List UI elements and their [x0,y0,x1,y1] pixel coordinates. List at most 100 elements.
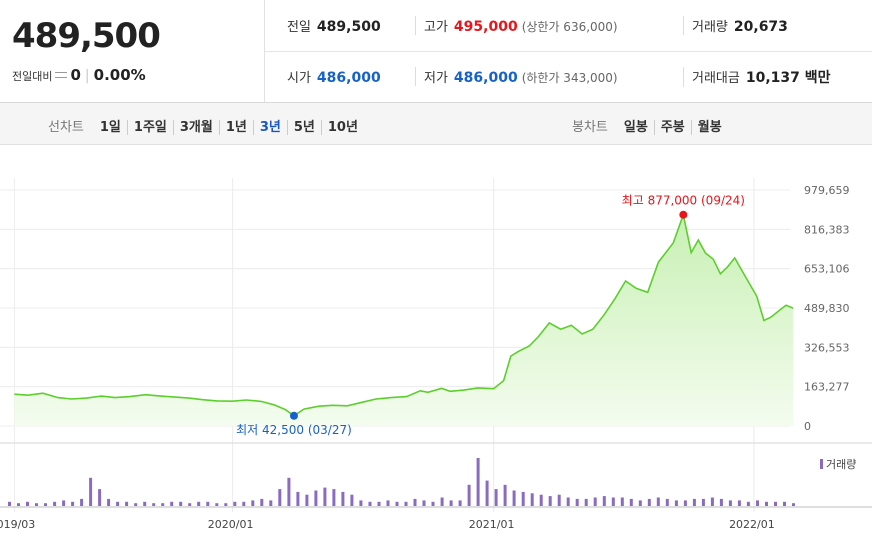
volume-bar [116,501,120,506]
range-tab-0[interactable]: 1일 [99,120,121,135]
volume-bar [107,498,111,506]
y-tick-label: 489,830 [804,302,850,315]
volume-bar [53,501,57,506]
volume-bar [314,490,318,506]
volume-legend-swatch [820,459,823,469]
volume-bar [566,497,570,506]
price-line [14,211,794,417]
x-tick-label: 2020/01 [208,518,254,531]
volume-bar [440,497,444,506]
volume-bar [485,480,489,506]
volume-bar [746,501,750,506]
line-chart-ranges: 선차트 1일 1주일 3개월 1년 3년 5년 10년 [48,116,364,135]
chart-toolbar: 선차트 1일 1주일 3개월 1년 3년 5년 10년 봉차트 일봉 주봉 월봉 [0,103,872,145]
candle-tab-2[interactable]: 월봉 [690,120,728,135]
line-chart-title: 선차트 [48,120,84,135]
trade-amount: 거래대금 10,137 백만 [683,67,831,87]
volume-bar [98,489,102,506]
change-value: 0 [70,66,81,84]
volume-bar [332,489,336,506]
volume-bar [242,501,246,506]
volume-bar [431,501,435,506]
candle-chart-types: 봉차트 일봉 주봉 월봉 [572,116,728,135]
volume-bar [683,500,687,506]
volume-bar [377,501,381,506]
volume-bar [188,503,192,506]
x-tick-label: 2021/01 [469,518,515,531]
volume-bar [305,494,309,506]
volume-bar [503,484,507,506]
volume-bar [792,503,795,506]
current-price-box: 489,500 전일대비 0 | 0.00% [0,0,265,102]
range-tab-2[interactable]: 3개월 [172,120,219,135]
volume-bar [62,500,66,506]
range-tab-5[interactable]: 5년 [286,120,321,135]
volume-bar [323,487,327,506]
price-area [14,214,794,426]
volume-bar [17,503,20,506]
volume: 거래량 20,673 [683,16,788,35]
change-percent: 0.00% [93,66,146,84]
y-tick-label: 816,383 [804,223,850,236]
current-price: 489,500 [12,16,161,56]
volume-bar [386,500,390,506]
range-tab-6[interactable]: 10년 [320,120,364,135]
volume-bar [233,501,237,506]
range-tab-3[interactable]: 1년 [218,120,253,135]
candle-tab-0[interactable]: 일봉 [623,120,648,135]
volume-bar [593,497,597,506]
volume-bar [629,498,633,506]
volume-bar [575,498,579,506]
max-point-label: 최고 877,000 (09/24) [622,194,745,208]
volume-bar [521,491,525,506]
x-tick-label: 2022/01 [729,518,775,531]
volume-bar [783,501,786,506]
volume-bar [422,500,426,506]
divider: | [84,68,90,84]
y-tick-label: 979,659 [804,184,850,197]
day-low: 저가 486,000 (하한가 343,000) [415,67,618,86]
volume-bar [719,498,723,506]
volume-bar [728,500,732,506]
volume-bar [674,500,678,506]
volume-bar [774,501,777,506]
volume-bar [161,503,165,506]
volume-bar [152,503,156,506]
volume-bar [701,498,705,506]
range-tab-1[interactable]: 1주일 [126,120,173,135]
volume-bar [602,496,606,506]
volume-bar [449,500,453,506]
volume-bar [278,489,282,506]
volume-bar [395,501,399,506]
min-point-dot [289,411,298,420]
quote-row-bottom: 시가 486,000 저가 486,000 (하한가 343,000) 거래대금 10,… [265,51,872,102]
volume-bar [260,498,264,506]
volume-bar [539,494,543,506]
volume-bar [170,501,174,506]
candle-tab-1[interactable]: 주봉 [653,120,691,135]
volume-bar [765,501,768,506]
volume-bar [620,497,624,506]
volume-bar [548,496,552,506]
range-tab-4[interactable]: 3년 [252,120,287,135]
quote-panel: 489,500 전일대비 0 | 0.00% 전일 489,500 고가 495,000(… [0,0,872,103]
price-chart: 979,659 816,383 653,106 489,830 326,553 163,2… [0,178,872,531]
volume-bar [134,503,138,506]
volume-bar [476,458,480,506]
y-tick-label: 653,106 [804,263,850,276]
quote-row-top: 전일 489,500 고가 495,000 (상한가 636,000) 거래량 20,6… [265,0,872,52]
volume-bar [197,501,201,506]
volume-bar [512,490,516,506]
volume-bar [143,501,147,506]
volume-bar [80,498,84,506]
candle-chart-title: 봉차트 [572,120,608,135]
prev-close: 전일 489,500 [287,19,381,35]
volume-bar [89,477,93,506]
min-point-label: 최저 42,500 (03/27) [236,423,352,437]
volume-bar [179,501,183,506]
volume-bar [458,500,462,506]
volume-bar [467,484,471,506]
volume-bar [359,500,363,506]
volume-bar [224,503,228,506]
day-high: 고가 495,000 (상한가 636,000) [415,16,618,35]
